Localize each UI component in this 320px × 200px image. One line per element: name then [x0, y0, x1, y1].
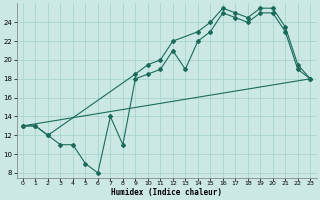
X-axis label: Humidex (Indice chaleur): Humidex (Indice chaleur): [111, 188, 222, 197]
